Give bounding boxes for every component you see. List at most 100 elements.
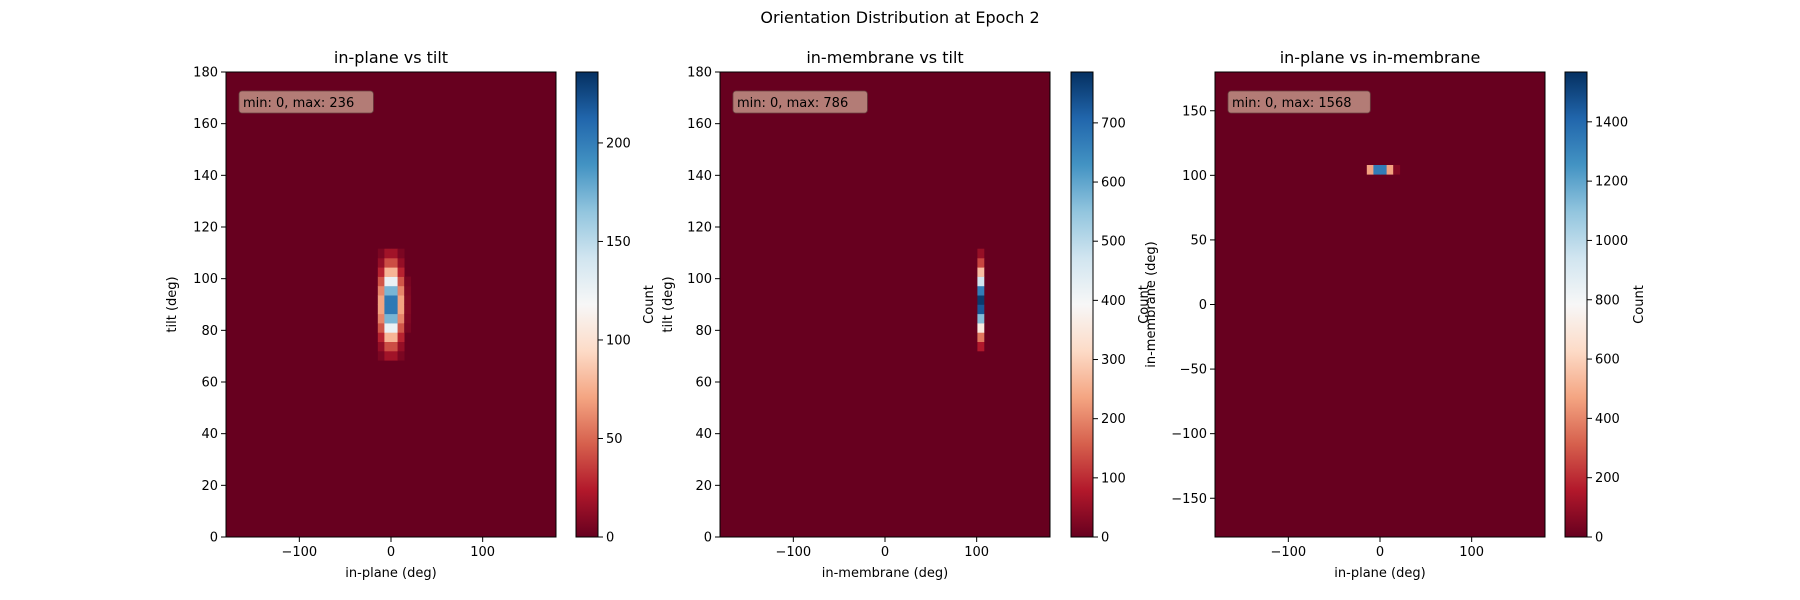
colorbar-tick-label: 200	[1101, 412, 1126, 427]
heatmap-cell	[397, 258, 405, 268]
heatmap-cell	[397, 351, 405, 361]
heatmap-cell	[384, 332, 392, 342]
y-tick-label: 100	[193, 272, 218, 287]
x-axis-label: in-plane (deg)	[345, 566, 436, 581]
y-axis-label: tilt (deg)	[661, 276, 676, 332]
heatmap-cell	[391, 258, 398, 268]
heatmap-panel-2: in-membrane vs tilt −100 0 100 in-membrane (…	[661, 48, 1152, 581]
y-tick-label: −150	[1171, 492, 1207, 507]
x-tick-label: −100	[775, 545, 811, 560]
x-tick-label: −100	[1270, 545, 1306, 560]
x-axis-label: in-membrane (deg)	[822, 566, 948, 581]
heatmap-cell	[391, 267, 398, 277]
colorbar: 0 100 200 300 400 500 600 700 Count	[1070, 71, 1152, 546]
panel-title: in-membrane vs tilt	[806, 48, 963, 67]
x-tick-label: 0	[1376, 545, 1384, 560]
heatmap-cell	[977, 313, 985, 324]
heatmap-cell	[384, 267, 392, 277]
y-tick-label: 60	[695, 376, 712, 391]
heatmap-cell	[384, 258, 392, 268]
colorbar-label: Count	[642, 285, 657, 324]
min-max-annotation: min: 0, max: 786	[732, 90, 868, 114]
y-tick-label: 20	[201, 479, 218, 494]
heatmap-cell	[397, 248, 405, 259]
heatmap-cell	[391, 313, 398, 324]
x-tick-label: 100	[470, 545, 495, 560]
heatmap-cell	[977, 258, 985, 268]
colorbar-tick-label: 500	[1101, 235, 1126, 250]
heatmap-cell	[384, 304, 392, 315]
y-tick-label: 140	[687, 169, 712, 184]
annotation-box	[238, 90, 374, 114]
colorbar-tick-label: 100	[1101, 471, 1126, 486]
heatmap-cell	[404, 276, 412, 287]
heatmap-cell	[377, 341, 385, 352]
heatmap-cell	[391, 323, 398, 333]
x-tick-label: 100	[1459, 545, 1484, 560]
heatmap-cell	[397, 295, 405, 305]
heatmap-cells	[1366, 165, 1401, 175]
colorbar-tick-label: 300	[1101, 353, 1126, 368]
heatmap-cell	[977, 285, 985, 296]
y-tick-label: 0	[704, 531, 712, 546]
heatmap-cell	[377, 332, 385, 342]
heatmap-background	[1215, 72, 1545, 537]
x-tick-label: 0	[881, 545, 889, 560]
heatmap-cell	[404, 295, 412, 305]
y-tick-label: 140	[193, 169, 218, 184]
y-tick-label: 100	[1182, 169, 1207, 184]
heatmap-cell	[384, 341, 392, 352]
y-tick-label: 160	[193, 117, 218, 132]
y-tick-label: 0	[210, 531, 218, 546]
heatmap-cell	[377, 285, 385, 296]
heatmap-cell	[377, 304, 385, 315]
annotation-box	[732, 90, 868, 114]
annotation-text: min: 0, max: 786	[737, 96, 848, 111]
heatmap-cell	[384, 295, 392, 305]
x-tick-label: 100	[964, 545, 989, 560]
heatmap-cell	[391, 276, 398, 287]
heatmap-cell	[384, 285, 392, 296]
heatmap-cell	[377, 267, 385, 277]
colorbar-label: Count	[1632, 285, 1647, 324]
heatmap-background	[720, 72, 1050, 537]
y-axis-label: tilt (deg)	[165, 276, 180, 332]
heatmap-cell	[384, 351, 392, 361]
heatmap-cell	[377, 248, 385, 259]
annotation-box	[1227, 90, 1371, 114]
y-tick-label: 50	[1190, 233, 1207, 248]
annotation-text: min: 0, max: 236	[243, 96, 354, 111]
heatmap-cell	[977, 248, 985, 259]
heatmap-cells	[377, 248, 412, 361]
heatmap-cell	[391, 351, 398, 361]
heatmap-cell	[977, 323, 985, 333]
heatmap-cell	[391, 248, 398, 259]
colorbar-tick-label: 400	[1101, 294, 1126, 309]
heatmap-cell	[977, 304, 985, 315]
heatmap-cell	[397, 276, 405, 287]
heatmap-cell	[977, 267, 985, 277]
colorbar-tick-label: 1000	[1595, 234, 1628, 249]
heatmap-cell	[391, 295, 398, 305]
colorbar-tick-label: 600	[1101, 176, 1126, 191]
heatmap-cells	[977, 248, 985, 352]
colorbar: 0 50 100 150 200 Count	[575, 71, 657, 546]
heatmap-cell	[1386, 165, 1394, 175]
heatmap-cell	[377, 295, 385, 305]
heatmap-cell	[391, 304, 398, 315]
heatmap-cell	[404, 304, 412, 315]
heatmap-cell	[397, 304, 405, 315]
y-tick-label: 180	[687, 66, 712, 81]
heatmap-cell	[384, 248, 392, 259]
y-tick-label: −50	[1180, 363, 1207, 378]
heatmap-cell	[404, 323, 412, 333]
y-tick-label: 100	[687, 272, 712, 287]
min-max-annotation: min: 0, max: 1568	[1227, 90, 1371, 114]
heatmap-cell	[1366, 165, 1374, 175]
heatmap-cell	[1380, 165, 1387, 175]
y-tick-label: 180	[193, 66, 218, 81]
heatmap-cell	[377, 313, 385, 324]
colorbar-tick-label: 600	[1595, 353, 1620, 368]
heatmap-cell	[397, 341, 405, 352]
